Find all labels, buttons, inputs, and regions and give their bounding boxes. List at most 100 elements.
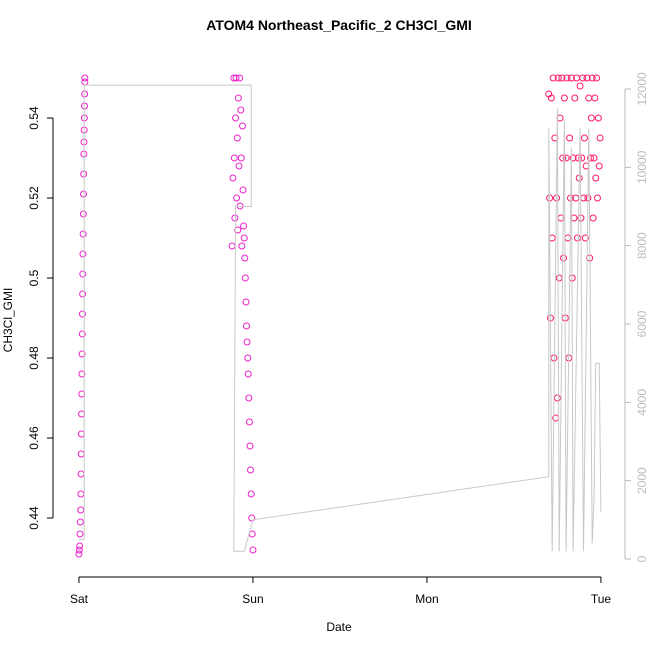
data-point	[235, 162, 243, 170]
data-point	[588, 74, 596, 82]
data-point	[249, 546, 257, 554]
data-point	[77, 450, 85, 458]
data-point	[76, 530, 84, 538]
data-point	[234, 226, 242, 234]
data-point	[76, 542, 84, 550]
y-tick-label: 0.48	[27, 346, 41, 370]
data-point	[245, 418, 253, 426]
data-point	[229, 174, 237, 182]
data-point	[567, 74, 575, 82]
data-point	[583, 74, 591, 82]
y-tick-label: 0.52	[27, 186, 41, 210]
data-point	[556, 114, 564, 122]
data-point	[236, 74, 244, 82]
data-point	[80, 170, 88, 178]
data-point	[247, 466, 255, 474]
data-point	[75, 550, 83, 558]
data-point	[228, 242, 236, 250]
data-point	[76, 518, 84, 526]
data-point	[563, 74, 571, 82]
data-point	[593, 74, 601, 82]
data-point	[560, 254, 568, 262]
data-point	[77, 490, 85, 498]
data-point	[247, 490, 255, 498]
data-point	[240, 222, 248, 230]
data-point	[232, 74, 240, 82]
data-point	[576, 82, 584, 90]
data-point	[237, 106, 245, 114]
y-tick-label: 0.44	[27, 506, 41, 530]
data-point	[594, 114, 602, 122]
data-point	[77, 470, 85, 478]
data-point	[77, 430, 85, 438]
y2-tick-label: 10000	[635, 150, 649, 184]
data-point	[239, 186, 247, 194]
data-point	[78, 390, 86, 398]
data-point	[79, 250, 87, 258]
data-point	[81, 90, 89, 98]
data-point	[240, 234, 248, 242]
chart-title: ATOM4 Northeast_Pacific_2 CH3Cl_GMI	[206, 17, 472, 33]
data-point	[233, 194, 241, 202]
data-point	[569, 154, 577, 162]
data-point	[592, 174, 600, 182]
data-point	[555, 274, 563, 282]
data-point	[248, 514, 256, 522]
y2-tick-label: 8000	[635, 232, 649, 259]
y2-tick-label: 2000	[635, 467, 649, 494]
data-point	[562, 154, 570, 162]
data-point	[579, 74, 587, 82]
data-point	[558, 74, 566, 82]
data-point	[559, 154, 567, 162]
data-point	[231, 214, 239, 222]
data-point	[244, 370, 252, 378]
data-point	[585, 94, 593, 102]
x-tick-label: Sun	[242, 592, 263, 606]
data-point	[560, 94, 568, 102]
data-point	[78, 330, 86, 338]
data-point	[241, 274, 249, 282]
data-point	[79, 290, 87, 298]
data-point	[79, 270, 87, 278]
data-point	[81, 74, 89, 82]
y-tick-label: 0.46	[27, 426, 41, 450]
data-point	[244, 354, 252, 362]
data-point	[75, 546, 83, 554]
data-point	[238, 242, 246, 250]
data-point	[232, 114, 240, 122]
data-point	[237, 154, 245, 162]
y2-tick-label: 4000	[635, 389, 649, 416]
data-point	[79, 230, 87, 238]
y2-tick-label: 12000	[635, 72, 649, 106]
data-point	[242, 298, 250, 306]
data-point	[593, 194, 601, 202]
data-point	[246, 442, 254, 450]
data-point	[78, 370, 86, 378]
data-point	[574, 154, 582, 162]
data-point	[78, 350, 86, 358]
x-tick-label: Mon	[415, 592, 438, 606]
data-point	[78, 310, 86, 318]
data-point	[79, 210, 87, 218]
data-point	[566, 134, 574, 142]
data-point	[233, 134, 241, 142]
data-point	[549, 74, 557, 82]
y-tick-label: 0.5	[27, 269, 41, 286]
data-point	[241, 254, 249, 262]
data-point	[571, 94, 579, 102]
data-point	[554, 74, 562, 82]
data-point	[570, 214, 578, 222]
data-point	[77, 506, 85, 514]
data-point	[245, 394, 253, 402]
data-point	[230, 154, 238, 162]
data-point	[553, 394, 561, 402]
data-point	[234, 94, 242, 102]
data-point	[573, 234, 581, 242]
altitude-line	[79, 84, 602, 552]
data-point	[78, 410, 86, 418]
data-point	[590, 154, 598, 162]
data-point	[243, 338, 251, 346]
data-point	[595, 162, 603, 170]
data-point	[591, 94, 599, 102]
